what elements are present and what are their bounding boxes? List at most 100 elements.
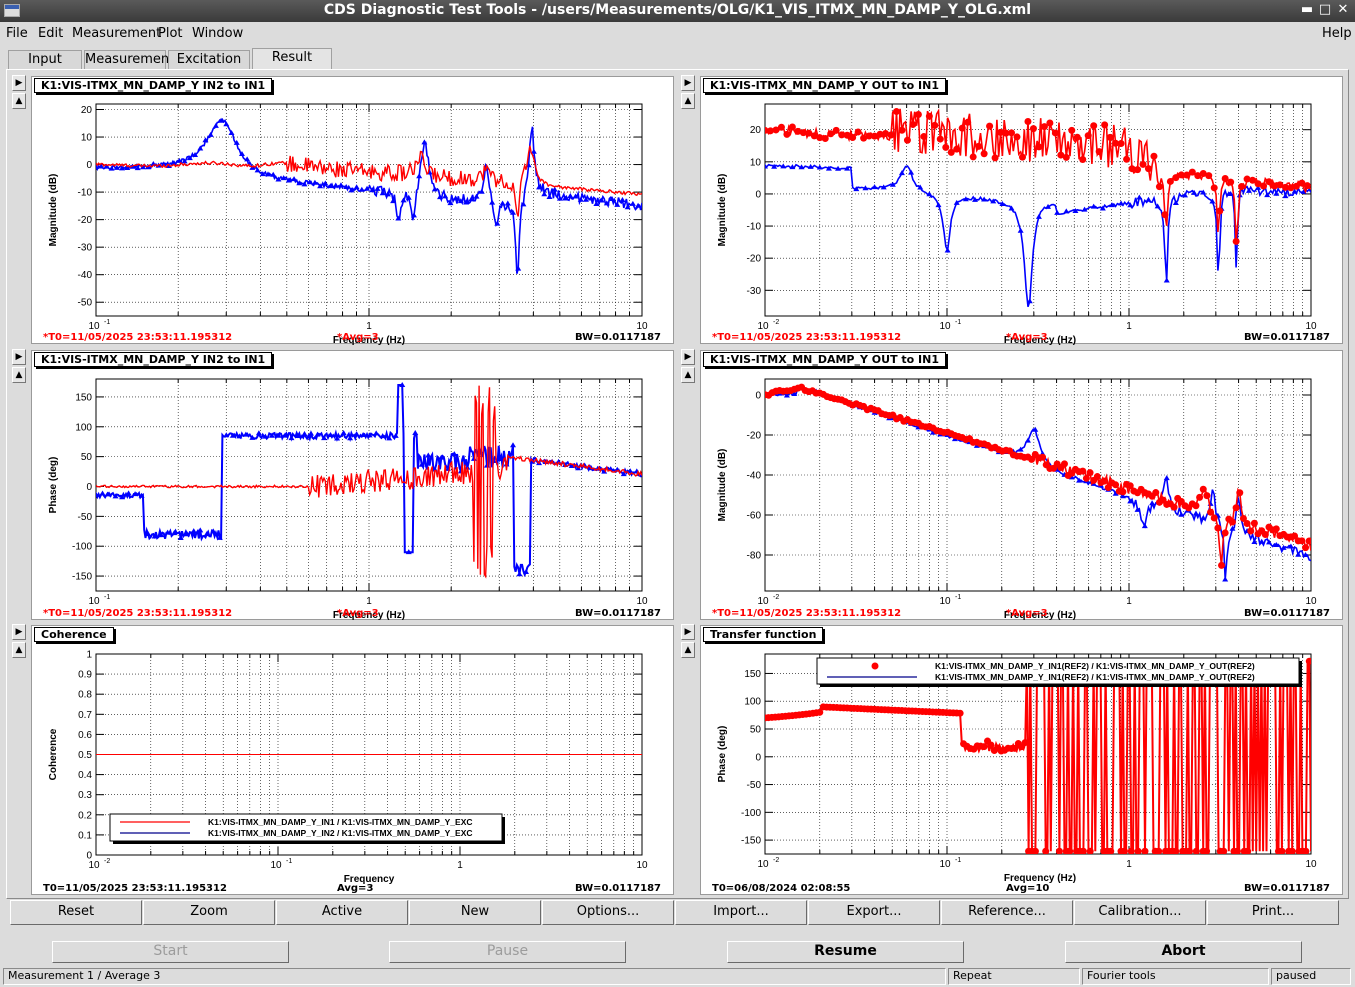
plot-p3-series xyxy=(96,381,642,579)
menu-measurement[interactable]: Measurement xyxy=(72,26,162,41)
series-marker xyxy=(624,204,631,210)
menu-help[interactable]: Help xyxy=(1322,26,1352,41)
series-marker xyxy=(457,198,464,204)
series-marker xyxy=(619,196,626,202)
series-marker xyxy=(1013,133,1021,141)
plot-panel-p1[interactable]: 10 -1 1 10 20 10 0 -10 -20 -30 -40 -50 Frequency (Hz… xyxy=(31,76,675,345)
series-marker xyxy=(1139,160,1147,168)
series-marker xyxy=(306,179,313,185)
panel-p4-up-button[interactable]: ▲ xyxy=(681,367,695,383)
x-tick-label: 10 xyxy=(636,860,648,871)
series-marker xyxy=(1203,847,1211,854)
calibration-button[interactable]: Calibration... xyxy=(1074,900,1206,925)
series-marker xyxy=(353,431,360,437)
reset-button[interactable]: Reset xyxy=(10,900,142,925)
series-marker xyxy=(1040,123,1048,131)
series-marker xyxy=(160,161,167,167)
series-marker xyxy=(1273,542,1280,548)
plot-p2-canvas[interactable]: 10 -2 10 -1 1 10 20 10 0 -10 -20 -30 Frequency (Hz) M… xyxy=(701,77,1344,345)
series-marker xyxy=(392,432,399,438)
start-button[interactable]: Start xyxy=(52,941,289,963)
import-button[interactable]: Import... xyxy=(675,900,807,925)
series-marker xyxy=(1128,165,1136,173)
panel-p3-up-button[interactable]: ▲ xyxy=(12,367,26,383)
series-marker xyxy=(210,528,217,534)
plot-panel-p4[interactable]: 10 -2 10 -1 1 10 0 -20 -40 -60 -80 Frequency (Hz) Ma… xyxy=(700,350,1344,621)
panel-p6-up-button[interactable]: ▲ xyxy=(681,642,695,658)
export-button[interactable]: Export... xyxy=(808,900,940,925)
abort-button[interactable]: Abort xyxy=(1065,941,1302,963)
plot-p6-canvas[interactable]: 10 -2 10 -1 1 10 150 100 50 0 -50 -100 -150 Frequency… xyxy=(701,626,1344,896)
series-marker xyxy=(843,131,851,139)
series-marker xyxy=(862,185,869,191)
reference-button[interactable]: Reference... xyxy=(941,900,1073,925)
tab-measurement[interactable]: Measurement xyxy=(84,50,174,70)
x-axis-label: Frequency (Hz) xyxy=(333,610,405,621)
plot-p4-canvas[interactable]: 10 -2 10 -1 1 10 0 -20 -40 -60 -80 Frequency (Hz) Ma… xyxy=(701,351,1344,621)
zoom-button[interactable]: Zoom xyxy=(143,900,275,925)
series-marker xyxy=(1305,657,1311,665)
y-tick-label: 20 xyxy=(750,125,762,136)
menu-plot[interactable]: Plot xyxy=(158,26,183,41)
panel-p1-up-button[interactable]: ▲ xyxy=(12,93,26,109)
menu-file[interactable]: File xyxy=(6,26,28,41)
y-tick-label: -80 xyxy=(747,551,762,562)
tab-excitation[interactable]: Excitation xyxy=(168,50,250,70)
x-tick-exponent: -2 xyxy=(773,319,779,326)
series-marker xyxy=(515,265,522,271)
panel-p5-up-button[interactable]: ▲ xyxy=(12,642,26,658)
series-marker xyxy=(627,468,634,474)
options-button[interactable]: Options... xyxy=(542,900,674,925)
close-icon[interactable]: ✕ xyxy=(1337,2,1349,17)
series-marker xyxy=(425,452,432,458)
panel-p4-title: K1:VIS-ITMX_MN_DAMP_Y OUT to IN1 xyxy=(703,352,947,367)
series-marker xyxy=(931,121,939,129)
series-marker xyxy=(1134,166,1142,174)
series-marker xyxy=(1272,525,1280,533)
series-marker xyxy=(1216,207,1224,215)
series-marker xyxy=(898,170,905,176)
series-marker xyxy=(410,212,417,218)
series-marker xyxy=(935,202,942,208)
active-button[interactable]: Active xyxy=(276,900,408,925)
plot-panel-p2[interactable]: 10 -2 10 -1 1 10 20 10 0 -10 -20 -30 Frequency (Hz) M… xyxy=(700,76,1344,345)
series-marker xyxy=(280,175,287,181)
menu-edit[interactable]: Edit xyxy=(38,26,64,41)
series-marker xyxy=(1282,193,1289,199)
new-button[interactable]: New xyxy=(409,900,541,925)
y-tick-label: -20 xyxy=(747,431,762,442)
plot-panel-p5[interactable]: 10 -2 10 -1 1 10 1 0.9 0.8 0.7 0.6 0.5 0.4 0.3 0.2 0.1 0… xyxy=(31,625,674,895)
panel-p6-next-button[interactable]: ▶ xyxy=(681,624,695,640)
panel-p2-up-button[interactable]: ▲ xyxy=(681,93,695,109)
plot-p3-canvas[interactable]: 10 -1 1 10 150 100 50 0 -50 -100 -150 Frequency (Hz… xyxy=(32,351,675,621)
series-marker xyxy=(1024,117,1032,125)
panel-p5-next-button[interactable]: ▶ xyxy=(12,624,26,640)
status-repeat: Repeat xyxy=(948,968,1080,985)
tab-result[interactable]: Result xyxy=(252,48,332,70)
panel-p1-next-button[interactable]: ▶ xyxy=(12,75,26,91)
panel-p2-next-button[interactable]: ▶ xyxy=(681,75,695,91)
plot-panel-p6[interactable]: 10 -2 10 -1 1 10 150 100 50 0 -50 -100 -150 Frequency… xyxy=(700,625,1343,895)
maximize-icon[interactable]: □ xyxy=(1318,2,1332,17)
plot-p5-canvas[interactable]: 10 -2 10 -1 1 10 1 0.9 0.8 0.7 0.6 0.5 0.4 0.3 0.2 0.1 0… xyxy=(32,626,675,896)
series-marker xyxy=(914,110,922,118)
series-marker xyxy=(311,179,318,185)
plot-p1-canvas[interactable]: 10 -1 1 10 20 10 0 -10 -20 -30 -40 -50 Frequency (Hz… xyxy=(32,77,675,345)
print-button[interactable]: Print... xyxy=(1207,900,1339,925)
pause-button[interactable]: Pause xyxy=(389,941,626,963)
plot-panel-p3[interactable]: 10 -1 1 10 150 100 50 0 -50 -100 -150 Frequency (Hz… xyxy=(31,350,675,621)
legend-entry: K1:VIS-ITMX_MN_DAMP_Y_IN1 / K1:VIS-ITMX_… xyxy=(208,817,473,827)
panel-p4-next-button[interactable]: ▶ xyxy=(681,349,695,365)
series-marker xyxy=(783,392,790,398)
series-marker xyxy=(216,534,223,540)
minimize-icon[interactable]: ▬ xyxy=(1300,2,1314,17)
series-marker xyxy=(1273,190,1280,196)
series-marker xyxy=(197,527,204,533)
series-marker xyxy=(412,429,419,435)
window-menu-icon[interactable] xyxy=(4,4,20,17)
panel-p3-next-button[interactable]: ▶ xyxy=(12,349,26,365)
series-marker xyxy=(794,127,802,135)
resume-button[interactable]: Resume xyxy=(727,941,964,963)
menu-window[interactable]: Window xyxy=(192,26,244,41)
tab-input[interactable]: Input xyxy=(8,50,82,70)
